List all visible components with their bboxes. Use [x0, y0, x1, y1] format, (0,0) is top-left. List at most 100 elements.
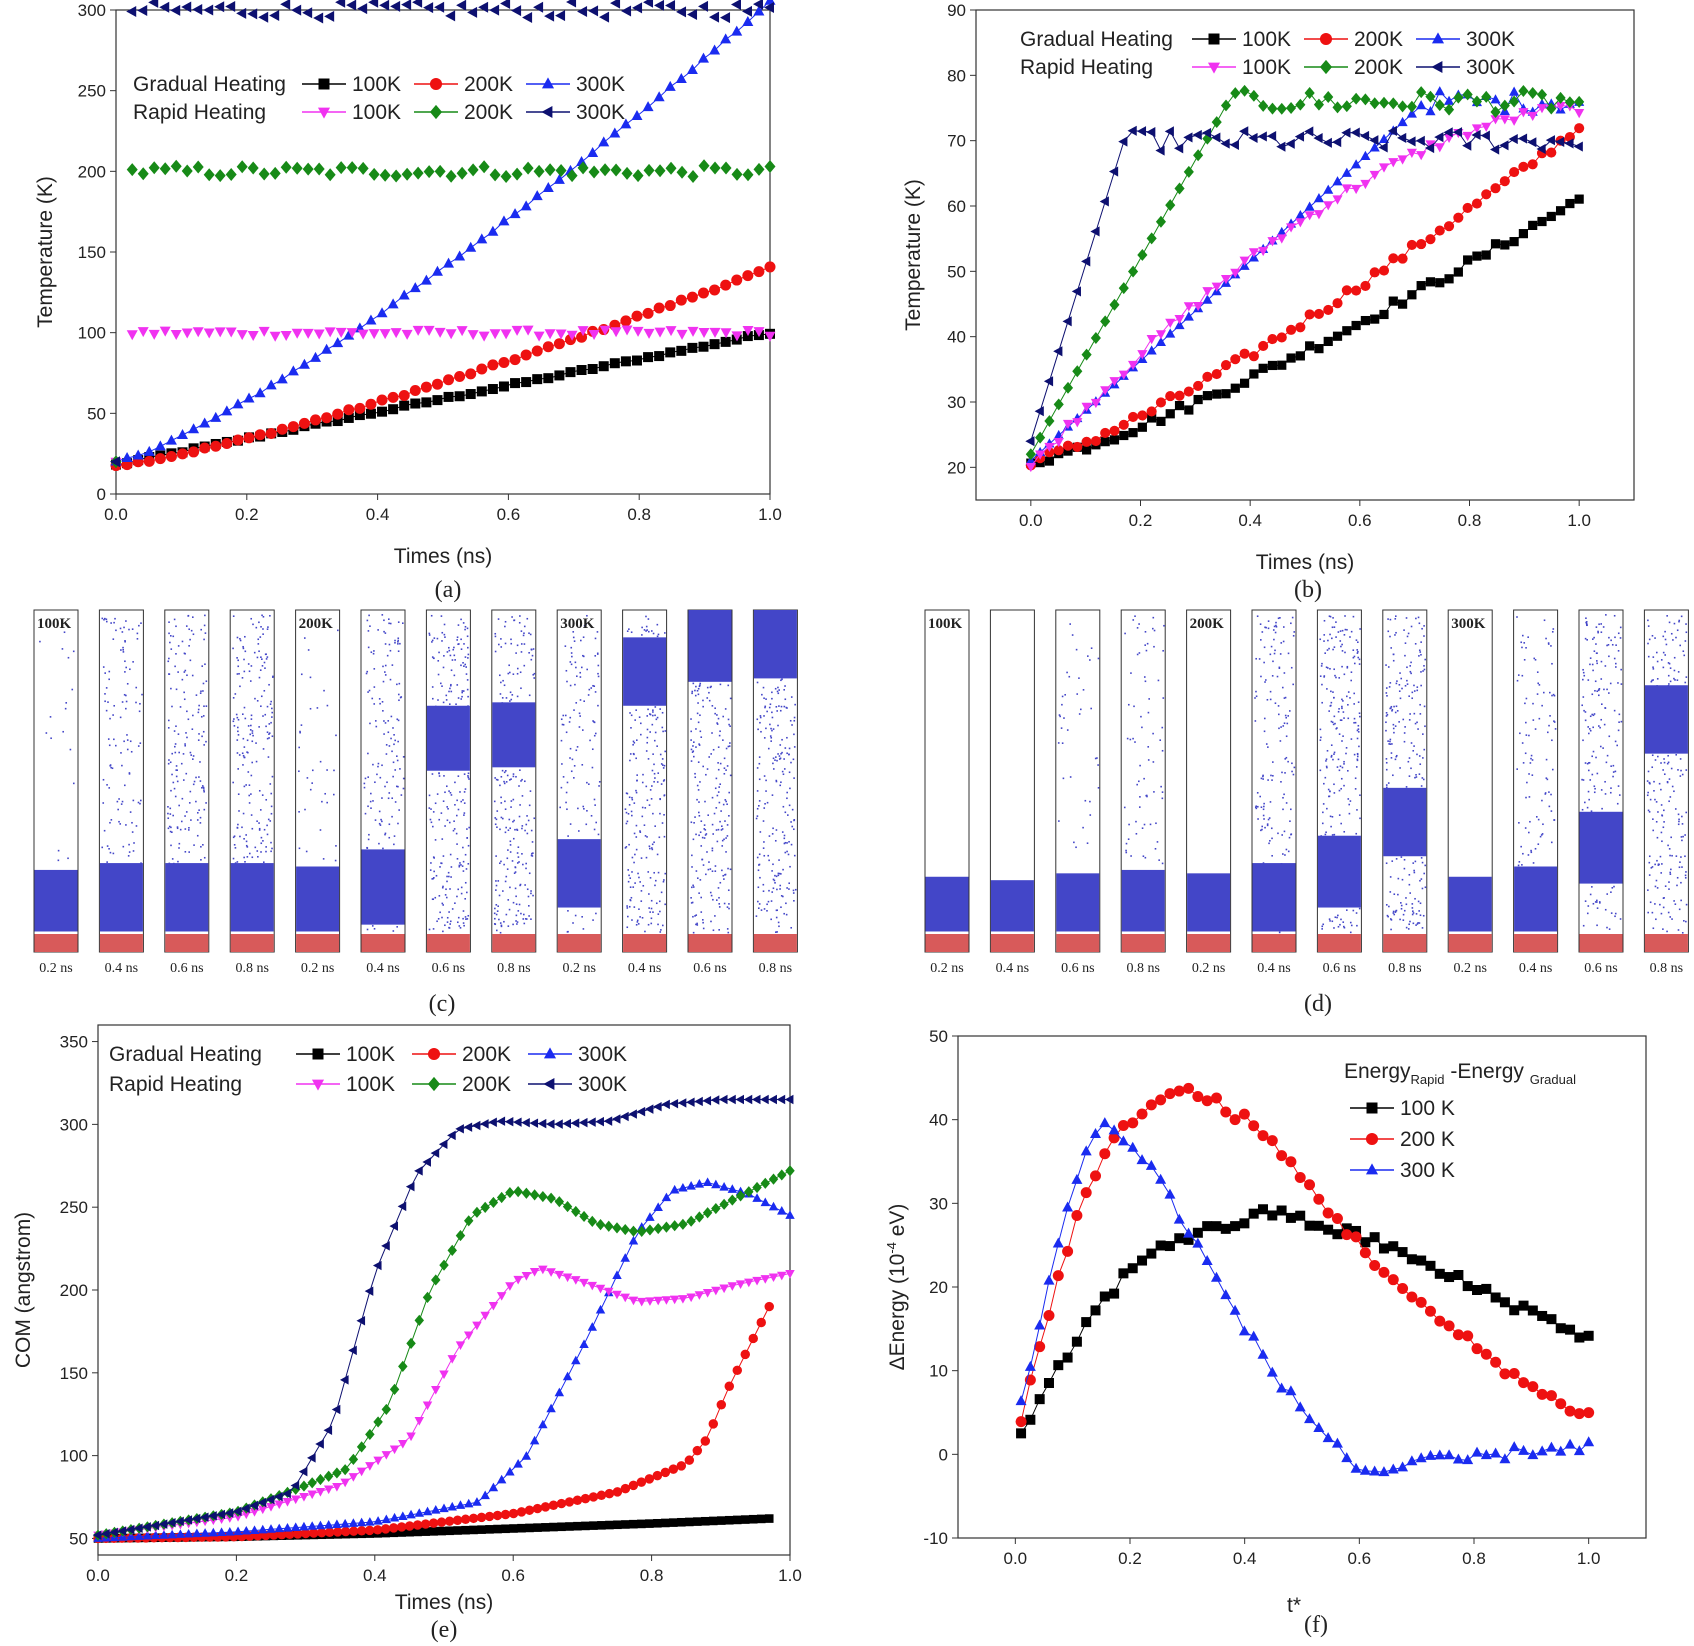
particle-dot — [717, 762, 719, 764]
particle-dot — [131, 821, 133, 824]
particle-dot — [644, 807, 647, 809]
particle-dot — [124, 640, 126, 643]
particle-dot — [1616, 802, 1619, 805]
particle-dot — [1680, 881, 1682, 884]
particle-dot — [725, 769, 727, 771]
particle-dot — [261, 794, 264, 796]
particle-dot — [708, 756, 711, 758]
particle-dot — [1260, 675, 1262, 678]
particle-dot — [1617, 785, 1620, 787]
series-b-4-point — [1518, 84, 1529, 97]
particle-dot — [1420, 684, 1422, 687]
particle-dot — [460, 698, 463, 700]
particle-dot — [570, 770, 573, 773]
series-e-0-point — [701, 1516, 710, 1526]
particle-dot — [1325, 666, 1328, 669]
series-e-5-point — [150, 1520, 160, 1531]
particle-dot — [509, 840, 512, 843]
particle-dot — [700, 736, 703, 738]
particle-dot — [575, 749, 578, 752]
particle-dot — [721, 845, 724, 847]
series-a-0-point — [698, 341, 709, 352]
series-e-3-point — [455, 1341, 466, 1350]
particle-dot — [503, 863, 505, 866]
series-f-0-point — [1378, 1243, 1389, 1254]
particle-dot — [400, 696, 403, 698]
series-a-4-point — [632, 169, 644, 183]
particle-dot — [428, 807, 431, 809]
particle-dot — [1677, 671, 1680, 673]
particle-dot — [772, 863, 774, 866]
series-b-5-point — [1480, 130, 1490, 141]
particle-dot — [1598, 687, 1601, 690]
particle-dot — [398, 809, 400, 811]
series-e-2-point — [546, 1403, 556, 1413]
series-e-4-point — [488, 1196, 499, 1209]
particle-dot — [1282, 808, 1284, 811]
particle-dot — [1675, 753, 1678, 756]
particle-dot — [530, 829, 533, 832]
particle-dot — [494, 923, 497, 926]
particle-dot — [1678, 818, 1680, 821]
series-f-2-point — [1015, 1395, 1027, 1406]
particle-dot — [1525, 734, 1528, 736]
particle-dot — [1685, 676, 1688, 678]
particle-dot — [1588, 761, 1591, 764]
legend-a-r100-label: 100K — [352, 101, 401, 124]
snapshot-frame — [425, 609, 471, 953]
series-f-1-point — [1471, 1343, 1483, 1355]
particle-dot — [192, 633, 195, 636]
series-b-0-point — [1509, 237, 1519, 247]
particle-dot — [63, 631, 66, 634]
particle-dot — [1339, 640, 1342, 642]
series-b-5-point — [1378, 142, 1388, 153]
particle-dot — [452, 829, 455, 832]
particle-dot — [124, 671, 126, 673]
particle-dot — [523, 913, 525, 916]
particle-dot — [774, 687, 777, 690]
series-a-4-point — [643, 163, 655, 177]
particle-dot — [777, 874, 780, 877]
y-tick-label: 150 — [78, 243, 106, 262]
particle-dot — [1349, 931, 1352, 934]
particle-dot — [1553, 721, 1556, 723]
particle-dot — [714, 870, 717, 872]
series-f-0-point — [1565, 1324, 1576, 1335]
series-e-0-point — [469, 1525, 478, 1535]
snapshot-time-label: 0.4 ns — [1257, 961, 1290, 976]
particle-dot — [564, 645, 567, 647]
substrate-layer — [1121, 934, 1165, 952]
particle-dot — [256, 820, 258, 823]
particle-dot — [762, 820, 765, 822]
series-e-0-point — [589, 1521, 598, 1530]
particle-dot — [454, 659, 456, 661]
particle-dot — [307, 649, 310, 651]
particle-dot — [663, 835, 666, 838]
particle-dot — [772, 878, 775, 881]
particle-dot — [786, 850, 788, 853]
particle-dot — [184, 744, 186, 747]
particle-dot — [1600, 631, 1603, 634]
particle-dot — [1275, 621, 1277, 624]
particle-dot — [1394, 758, 1397, 761]
snapshot-time-label: 0.8 ns — [497, 961, 530, 976]
particle-dot — [586, 668, 588, 671]
particle-dot — [778, 872, 781, 875]
particle-dot — [1324, 776, 1327, 779]
particle-dot — [1415, 924, 1417, 926]
series-e-2-point — [496, 1474, 507, 1484]
particle-dot — [1355, 766, 1358, 768]
panel-d-label: (d) — [1304, 991, 1332, 1017]
particle-dot — [560, 739, 563, 742]
particle-dot — [758, 903, 761, 905]
series-e-5-line — [97, 1099, 790, 1536]
particle-dot — [1676, 629, 1679, 632]
particle-dot — [457, 624, 460, 626]
particle-dot — [757, 900, 759, 903]
series-e-2-point — [505, 1466, 515, 1476]
series-b-5-point — [1452, 127, 1463, 138]
series-a-4-point — [203, 168, 215, 182]
series-f-0-point — [1267, 1210, 1278, 1221]
particle-dot — [1586, 912, 1589, 915]
particle-dot — [575, 702, 578, 704]
